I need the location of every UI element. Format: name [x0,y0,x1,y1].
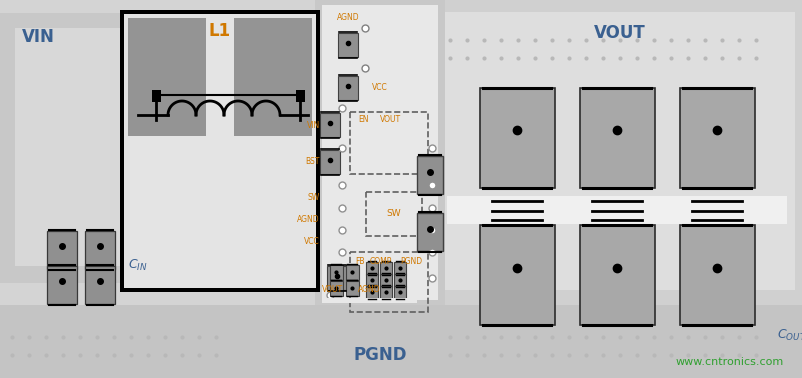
Bar [447,196,786,224]
Bar [47,266,77,304]
Text: VIN: VIN [22,28,55,46]
Text: VOUT: VOUT [322,285,342,294]
Bar [366,286,378,299]
Bar [296,90,305,102]
Bar [579,225,654,325]
Bar [444,12,794,290]
Bar [366,192,422,236]
Text: FB: FB [354,257,364,266]
Bar [152,90,160,102]
Bar [85,266,115,304]
Text: VOUT: VOUT [379,116,401,124]
Bar [330,281,342,296]
Text: VOUT: VOUT [593,24,645,42]
Bar [350,112,427,174]
Bar [314,0,444,305]
Bar [330,265,342,280]
Text: PGND: PGND [399,257,422,266]
Text: SW: SW [387,209,401,217]
Text: AGND: AGND [297,215,320,225]
Text: www.cntronics.com: www.cntronics.com [675,357,783,367]
Bar [85,231,115,269]
Bar [320,113,339,137]
Bar [366,262,378,275]
Bar [394,262,406,275]
Bar [322,5,437,300]
Bar [15,28,310,266]
Text: L1: L1 [209,22,231,40]
Bar [0,13,330,283]
Bar [416,156,443,194]
Bar [128,18,206,136]
Bar [124,14,316,288]
Bar [47,231,77,269]
Text: AGND: AGND [336,14,358,23]
Bar [379,286,391,299]
Bar [679,88,754,188]
Bar [119,10,320,292]
Text: EN: EN [358,116,368,124]
Bar [379,262,391,275]
Bar [350,252,427,312]
Bar [579,88,654,188]
Bar [394,274,406,287]
Bar [326,266,346,290]
Text: $C_{OUT}$: $C_{OUT}$ [776,327,802,342]
Bar [379,274,391,287]
Bar [346,281,358,296]
Text: VCC: VCC [304,237,320,246]
Text: COMP: COMP [370,257,392,266]
Bar [346,265,358,280]
Text: PGND: PGND [353,346,407,364]
Bar [480,88,554,188]
Bar [338,76,358,100]
Bar [0,305,802,378]
Bar [429,0,802,305]
Text: VCC: VCC [371,84,387,93]
Bar [233,18,312,136]
Bar [320,150,339,174]
Bar [338,33,358,57]
Text: $C_{IN}$: $C_{IN}$ [128,257,148,273]
Text: SW: SW [307,194,320,203]
Bar [480,225,554,325]
Text: AGND: AGND [358,285,380,294]
Bar [679,225,754,325]
Bar [416,213,443,251]
Bar [322,298,416,303]
Bar [366,274,378,287]
Bar [394,286,406,299]
Text: VIN: VIN [306,121,320,130]
Text: BST: BST [306,158,320,166]
